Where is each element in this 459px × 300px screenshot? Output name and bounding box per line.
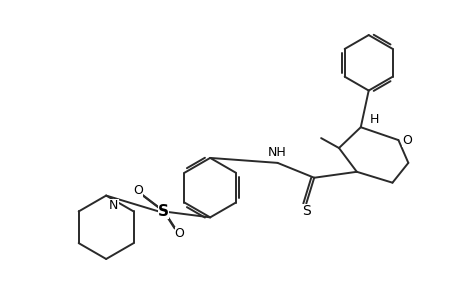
- Text: O: O: [133, 184, 142, 197]
- Text: O: O: [174, 227, 184, 240]
- Text: O: O: [402, 134, 411, 147]
- Text: S: S: [158, 204, 169, 219]
- Text: N: N: [109, 199, 118, 212]
- Text: NH: NH: [268, 146, 286, 160]
- Text: S: S: [301, 204, 310, 218]
- Text: H: H: [369, 113, 379, 126]
